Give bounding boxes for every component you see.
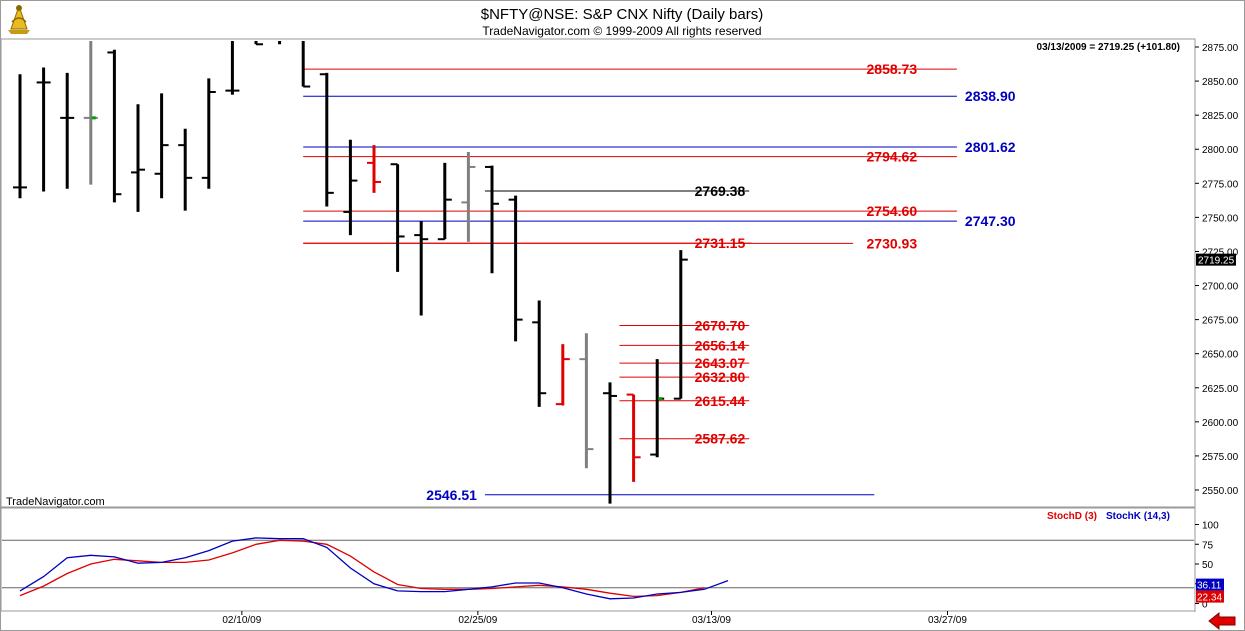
price-axis-label: 2800.00 <box>1202 145 1239 156</box>
red-left-arrow-icon[interactable] <box>1208 611 1236 631</box>
level-label: 2730.93 <box>867 235 918 251</box>
ohlc-bar <box>131 104 145 212</box>
chart-title: $NFTY@NSE: S&P CNX Nifty (Daily bars) <box>481 6 764 23</box>
ohlc-bar <box>343 139 358 236</box>
stoch-axis-label: 0 <box>1202 600 1208 611</box>
price-axis-label: 2600.00 <box>1202 418 1239 429</box>
ohlc-bar <box>36 67 51 192</box>
stoch-series-line <box>19 539 705 598</box>
date-axis-label: 03/27/09 <box>928 615 967 626</box>
level-label: 2731.15 <box>695 235 746 251</box>
ohlc-bar <box>532 300 547 407</box>
ohlc-bar <box>603 382 617 504</box>
copyright-text: TradeNavigator.com © 1999-2009 All right… <box>482 24 761 38</box>
price-panel <box>0 38 1196 508</box>
stochk-value-box <box>1196 578 1224 591</box>
level-label: 2794.62 <box>867 149 918 165</box>
ohlc-bar <box>201 78 216 189</box>
level-label: 2643.07 <box>695 355 746 371</box>
stochd-value-label: 22.34 <box>1197 593 1222 604</box>
ohlc-bar <box>673 250 688 400</box>
level-label: 2747.30 <box>965 213 1016 229</box>
price-axis-label: 2825.00 <box>1202 111 1239 122</box>
level-label: 2546.51 <box>426 487 477 503</box>
ohlc-bar <box>13 74 27 199</box>
ohlc-bar <box>390 163 405 272</box>
price-axis-label: 2775.00 <box>1202 179 1239 190</box>
stoch-axis-label: 50 <box>1202 560 1214 571</box>
ohlc-bar <box>579 333 594 469</box>
level-label: 2769.38 <box>695 183 746 199</box>
stoch-series-line <box>19 537 729 600</box>
level-label: 2615.44 <box>695 393 746 409</box>
price-axis-label: 2850.00 <box>1202 77 1239 88</box>
sextant-logo-icon[interactable] <box>8 4 30 34</box>
level-label: 2801.62 <box>965 139 1016 155</box>
level-label: 2587.62 <box>695 431 746 447</box>
ohlc-bar <box>508 195 523 342</box>
price-axis-label: 2675.00 <box>1202 316 1239 327</box>
watermark-text: TradeNavigator.com <box>6 496 105 508</box>
date-axis-label: 02/10/09 <box>222 615 261 626</box>
ohlc-bar <box>319 72 334 207</box>
ohlc-bar <box>60 72 75 189</box>
stochk-value-label: 36.11 <box>1197 581 1222 592</box>
price-axis-label: 2625.00 <box>1202 384 1239 395</box>
price-axis-label: 2550.00 <box>1202 486 1239 497</box>
price-axis-label: 2575.00 <box>1202 452 1239 463</box>
ohlc-bar <box>367 145 381 193</box>
stoch-axis-label: 75 <box>1202 540 1214 551</box>
level-label: 2858.73 <box>867 61 918 77</box>
last-price-label: 2719.25 <box>1198 256 1235 267</box>
price-axis-label: 2750.00 <box>1202 213 1239 224</box>
ohlc-bar <box>154 93 169 199</box>
ohlc-bar <box>437 162 452 241</box>
ohlc-bar <box>414 221 429 316</box>
ohlc-bar <box>485 165 499 274</box>
ohlc-bar <box>178 128 193 211</box>
ohlc-bar <box>107 49 122 203</box>
price-axis-label: 2650.00 <box>1202 350 1239 361</box>
ohlc-bar <box>225 41 240 95</box>
price-axis-label: 2875.00 <box>1202 43 1239 54</box>
date-axis-label: 02/25/09 <box>458 615 497 626</box>
stoch-axis-label: 100 <box>1202 521 1219 532</box>
level-label: 2632.80 <box>695 369 746 385</box>
stochastic-panel <box>0 507 1196 612</box>
ohlc-bar <box>626 393 641 482</box>
stochd-value-box <box>1196 590 1224 603</box>
level-label: 2656.14 <box>695 337 746 353</box>
ohlc-bar <box>301 41 311 88</box>
level-label: 2754.60 <box>867 203 918 219</box>
stoch-legend-entry: StochD (3) <box>1047 511 1097 522</box>
status-readout: 03/13/2009 = 2719.25 (+101.80) <box>1037 42 1180 53</box>
date-axis-label: 03/13/09 <box>692 615 731 626</box>
price-axis-label: 2725.00 <box>1202 247 1239 258</box>
level-label: 2670.70 <box>695 317 746 333</box>
last-price-box <box>1196 253 1236 266</box>
level-label: 2838.90 <box>965 88 1016 104</box>
price-axis-label: 2700.00 <box>1202 282 1239 293</box>
stoch-legend-entry: StochK (14,3) <box>1106 511 1170 522</box>
ohlc-bar <box>254 41 263 46</box>
ohlc-bar <box>461 151 476 242</box>
ohlc-bar <box>555 344 570 406</box>
